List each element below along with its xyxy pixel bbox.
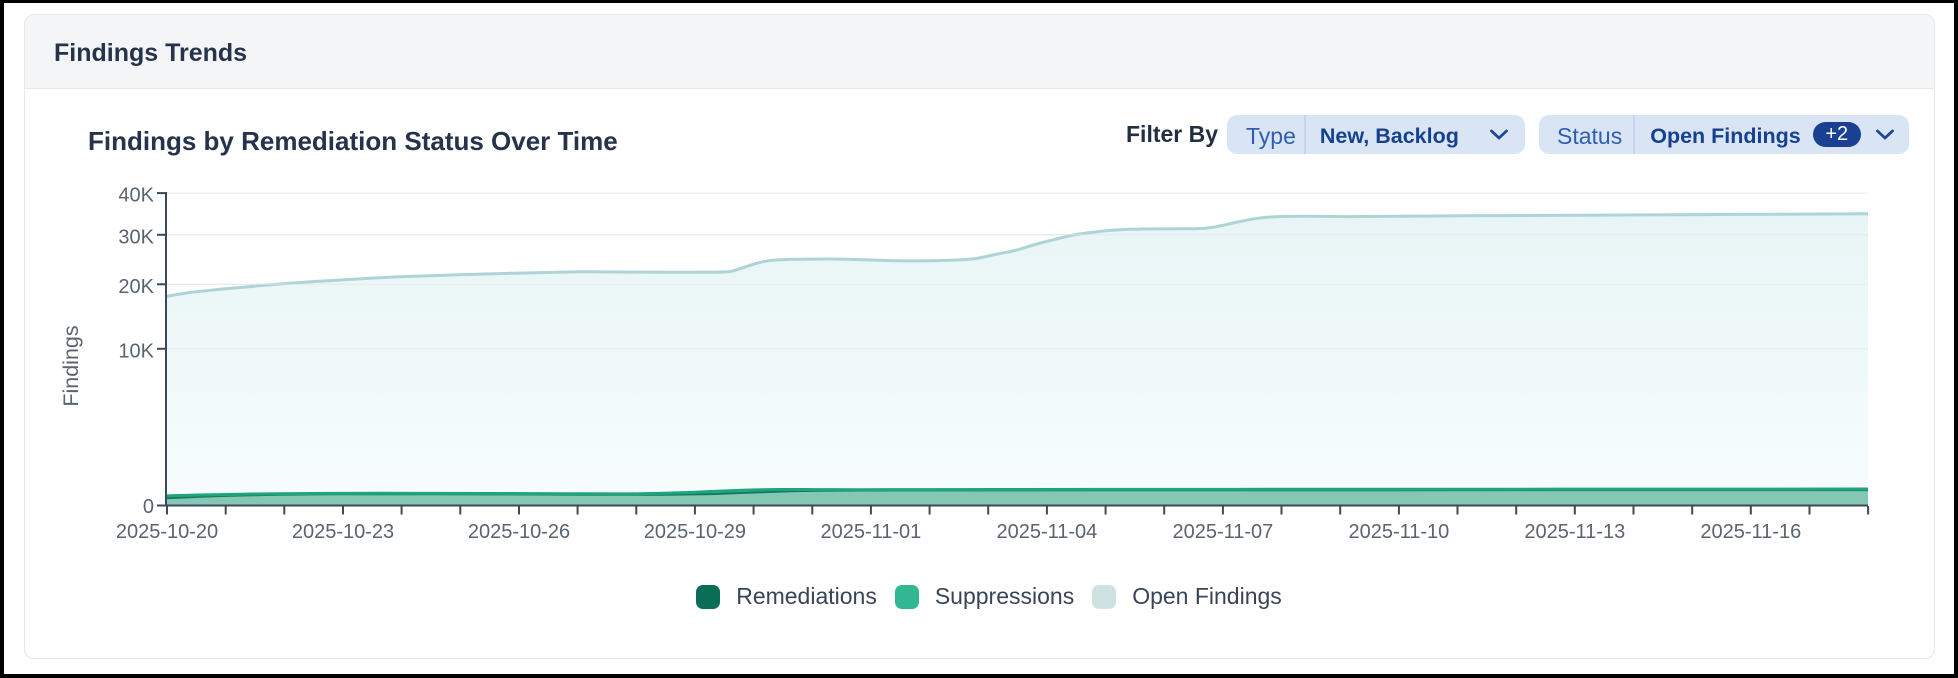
svg-text:2025-11-13: 2025-11-13 bbox=[1524, 521, 1625, 543]
svg-text:2025-10-23: 2025-10-23 bbox=[292, 521, 394, 543]
svg-text:2025-11-04: 2025-11-04 bbox=[996, 521, 1097, 543]
svg-text:2025-11-01: 2025-11-01 bbox=[820, 521, 921, 543]
svg-text:40K: 40K bbox=[118, 185, 154, 207]
svg-text:2025-10-29: 2025-10-29 bbox=[644, 521, 746, 543]
svg-text:0: 0 bbox=[143, 496, 154, 518]
svg-text:2025-11-10: 2025-11-10 bbox=[1348, 521, 1449, 543]
svg-text:2025-10-20: 2025-10-20 bbox=[116, 521, 218, 543]
svg-text:2025-10-26: 2025-10-26 bbox=[468, 521, 570, 543]
svg-text:30K: 30K bbox=[118, 226, 154, 248]
svg-text:10K: 10K bbox=[118, 340, 154, 362]
svg-text:2025-11-16: 2025-11-16 bbox=[1700, 521, 1801, 543]
svg-text:2025-11-07: 2025-11-07 bbox=[1172, 521, 1273, 543]
svg-text:Findings: Findings bbox=[59, 325, 83, 406]
svg-text:20K: 20K bbox=[118, 276, 154, 298]
